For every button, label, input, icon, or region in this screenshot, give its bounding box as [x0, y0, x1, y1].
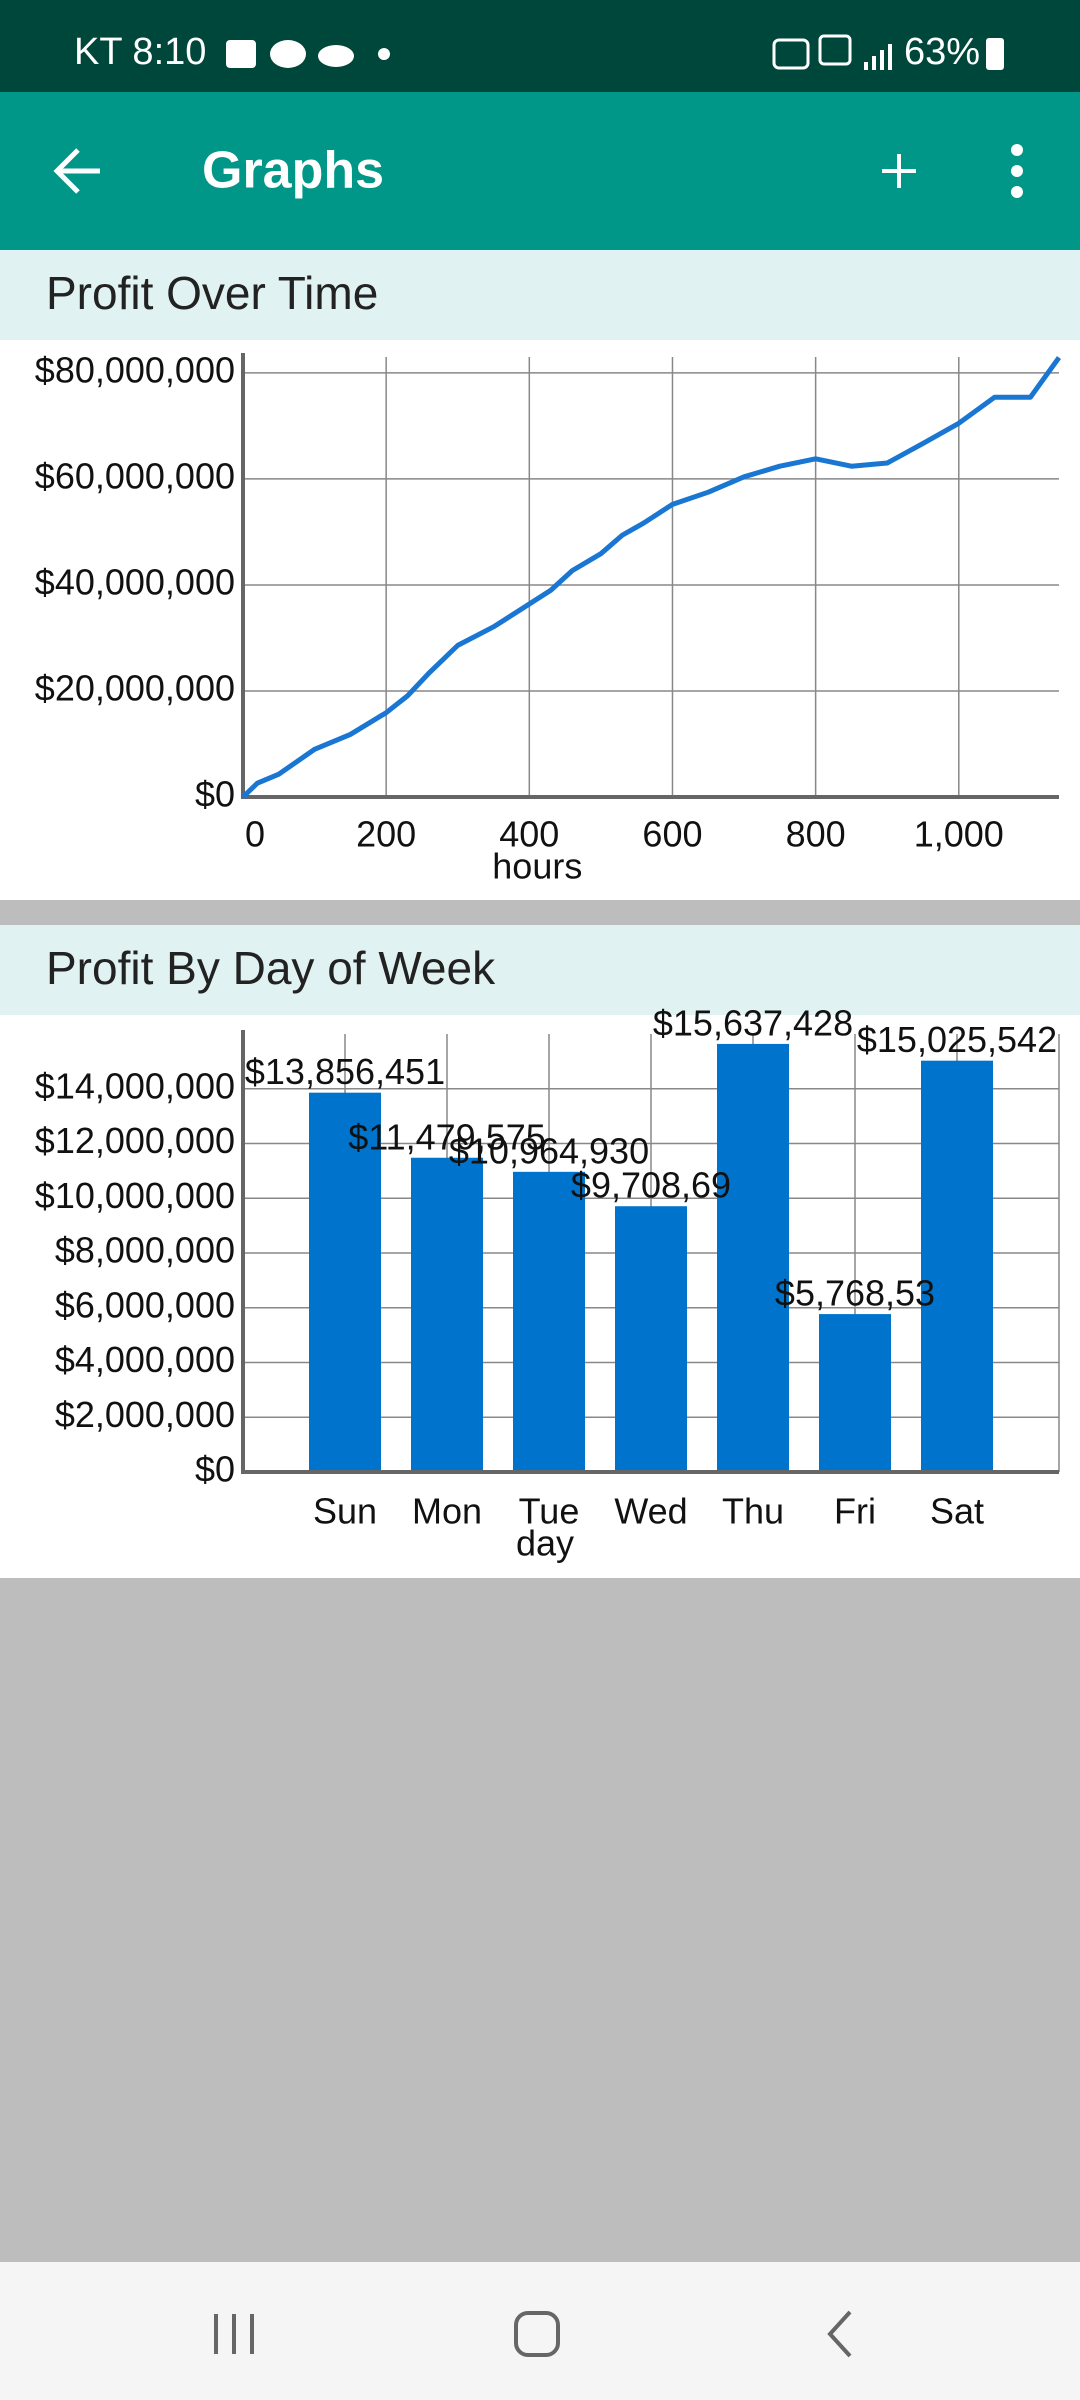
bar [921, 1060, 993, 1472]
bar [411, 1157, 483, 1472]
nav-back[interactable] [827, 2310, 852, 2358]
bar [513, 1171, 585, 1472]
icon-hd [772, 38, 810, 70]
x-tick-label: 0 [245, 814, 265, 855]
add-button[interactable] [882, 154, 916, 188]
empty-area [0, 1578, 1080, 2262]
x-tick-label: Wed [614, 1491, 687, 1532]
x-tick-label: 1,000 [914, 814, 1004, 855]
y-tick-label: $2,000,000 [55, 1394, 235, 1435]
data-line [241, 356, 1062, 799]
value-label: $15,637,428 [653, 1002, 853, 1043]
section-title: Profit Over Time [46, 267, 378, 319]
icon-gallery [226, 40, 256, 68]
y-tick-label: $12,000,000 [35, 1120, 235, 1161]
y-tick-label: $20,000,000 [35, 667, 235, 708]
value-label: $11,479,575 [348, 1116, 546, 1157]
app-title: Graphs [202, 142, 384, 200]
y-tick-label: $60,000,000 [35, 455, 235, 496]
app-bar [0, 92, 1080, 250]
x-tick-label: 600 [642, 814, 702, 855]
x-tick-label: Thu [722, 1491, 784, 1532]
value-label: $5,768,53 [775, 1273, 935, 1314]
x-tick-label: 400 [499, 814, 559, 855]
y-tick-label: $14,000,000 [35, 1065, 235, 1106]
y-tick-label: $10,000,000 [35, 1175, 235, 1216]
icon-5g [818, 34, 852, 66]
nav-bar [0, 2262, 1080, 2400]
bar [819, 1314, 891, 1472]
value-label: $9,708,69 [571, 1165, 731, 1206]
y-tick-label: $4,000,000 [55, 1339, 235, 1380]
nav-home[interactable] [514, 2311, 560, 2357]
status-battery: 63% [904, 31, 980, 73]
x-axis-label: day [516, 1523, 574, 1564]
icon-cloud [318, 45, 354, 67]
value-label: $13,856,451 [245, 1051, 445, 1092]
divider [0, 900, 1080, 925]
section-header [0, 925, 1080, 1015]
x-tick-label: 800 [786, 814, 846, 855]
x-tick-label: Sat [930, 1491, 984, 1532]
menu-button[interactable] [1011, 144, 1023, 198]
y-tick-label: $8,000,000 [55, 1230, 235, 1271]
line-chart: $0 $20,000,000 $40,000,000 $60,000,000 $80,0… [35, 349, 1062, 887]
y-tick-label: $80,000,000 [35, 349, 235, 390]
value-label: $15,025,542 [857, 1019, 1057, 1060]
icon-talk [270, 40, 306, 68]
value-label: $10,964,930 [449, 1130, 649, 1171]
section-title: Profit By Day of Week [46, 942, 496, 994]
bar [309, 1092, 381, 1472]
bar-chart: $0 $2,000,000 $4,000,000 $6,000,000 $8,000,0… [35, 1002, 1060, 1564]
x-tick-label: 200 [356, 814, 416, 855]
y-tick-label: $40,000,000 [35, 561, 235, 602]
status-time: KT 8:10 [74, 31, 206, 73]
section-header [0, 250, 1080, 340]
icon-battery [986, 38, 1004, 70]
chart-panel [0, 340, 1080, 900]
x-tick-label: Mon [412, 1491, 482, 1532]
icon-dot [378, 48, 390, 60]
axis [241, 1030, 1059, 1474]
y-tick-label: $6,000,000 [55, 1284, 235, 1325]
icon-signal [864, 44, 892, 70]
bar [615, 1206, 687, 1472]
x-tick-label: Fri [834, 1491, 876, 1532]
bar [717, 1043, 789, 1472]
status-bar [0, 0, 1080, 92]
nav-recents[interactable] [214, 2314, 254, 2354]
back-button[interactable] [53, 148, 100, 194]
x-tick-label: Tue [519, 1491, 580, 1532]
y-tick-label: $0 [195, 774, 235, 815]
x-tick-label: Sun [313, 1491, 377, 1532]
x-axis-label: hours [492, 846, 582, 887]
y-tick-label: $0 [195, 1449, 235, 1490]
